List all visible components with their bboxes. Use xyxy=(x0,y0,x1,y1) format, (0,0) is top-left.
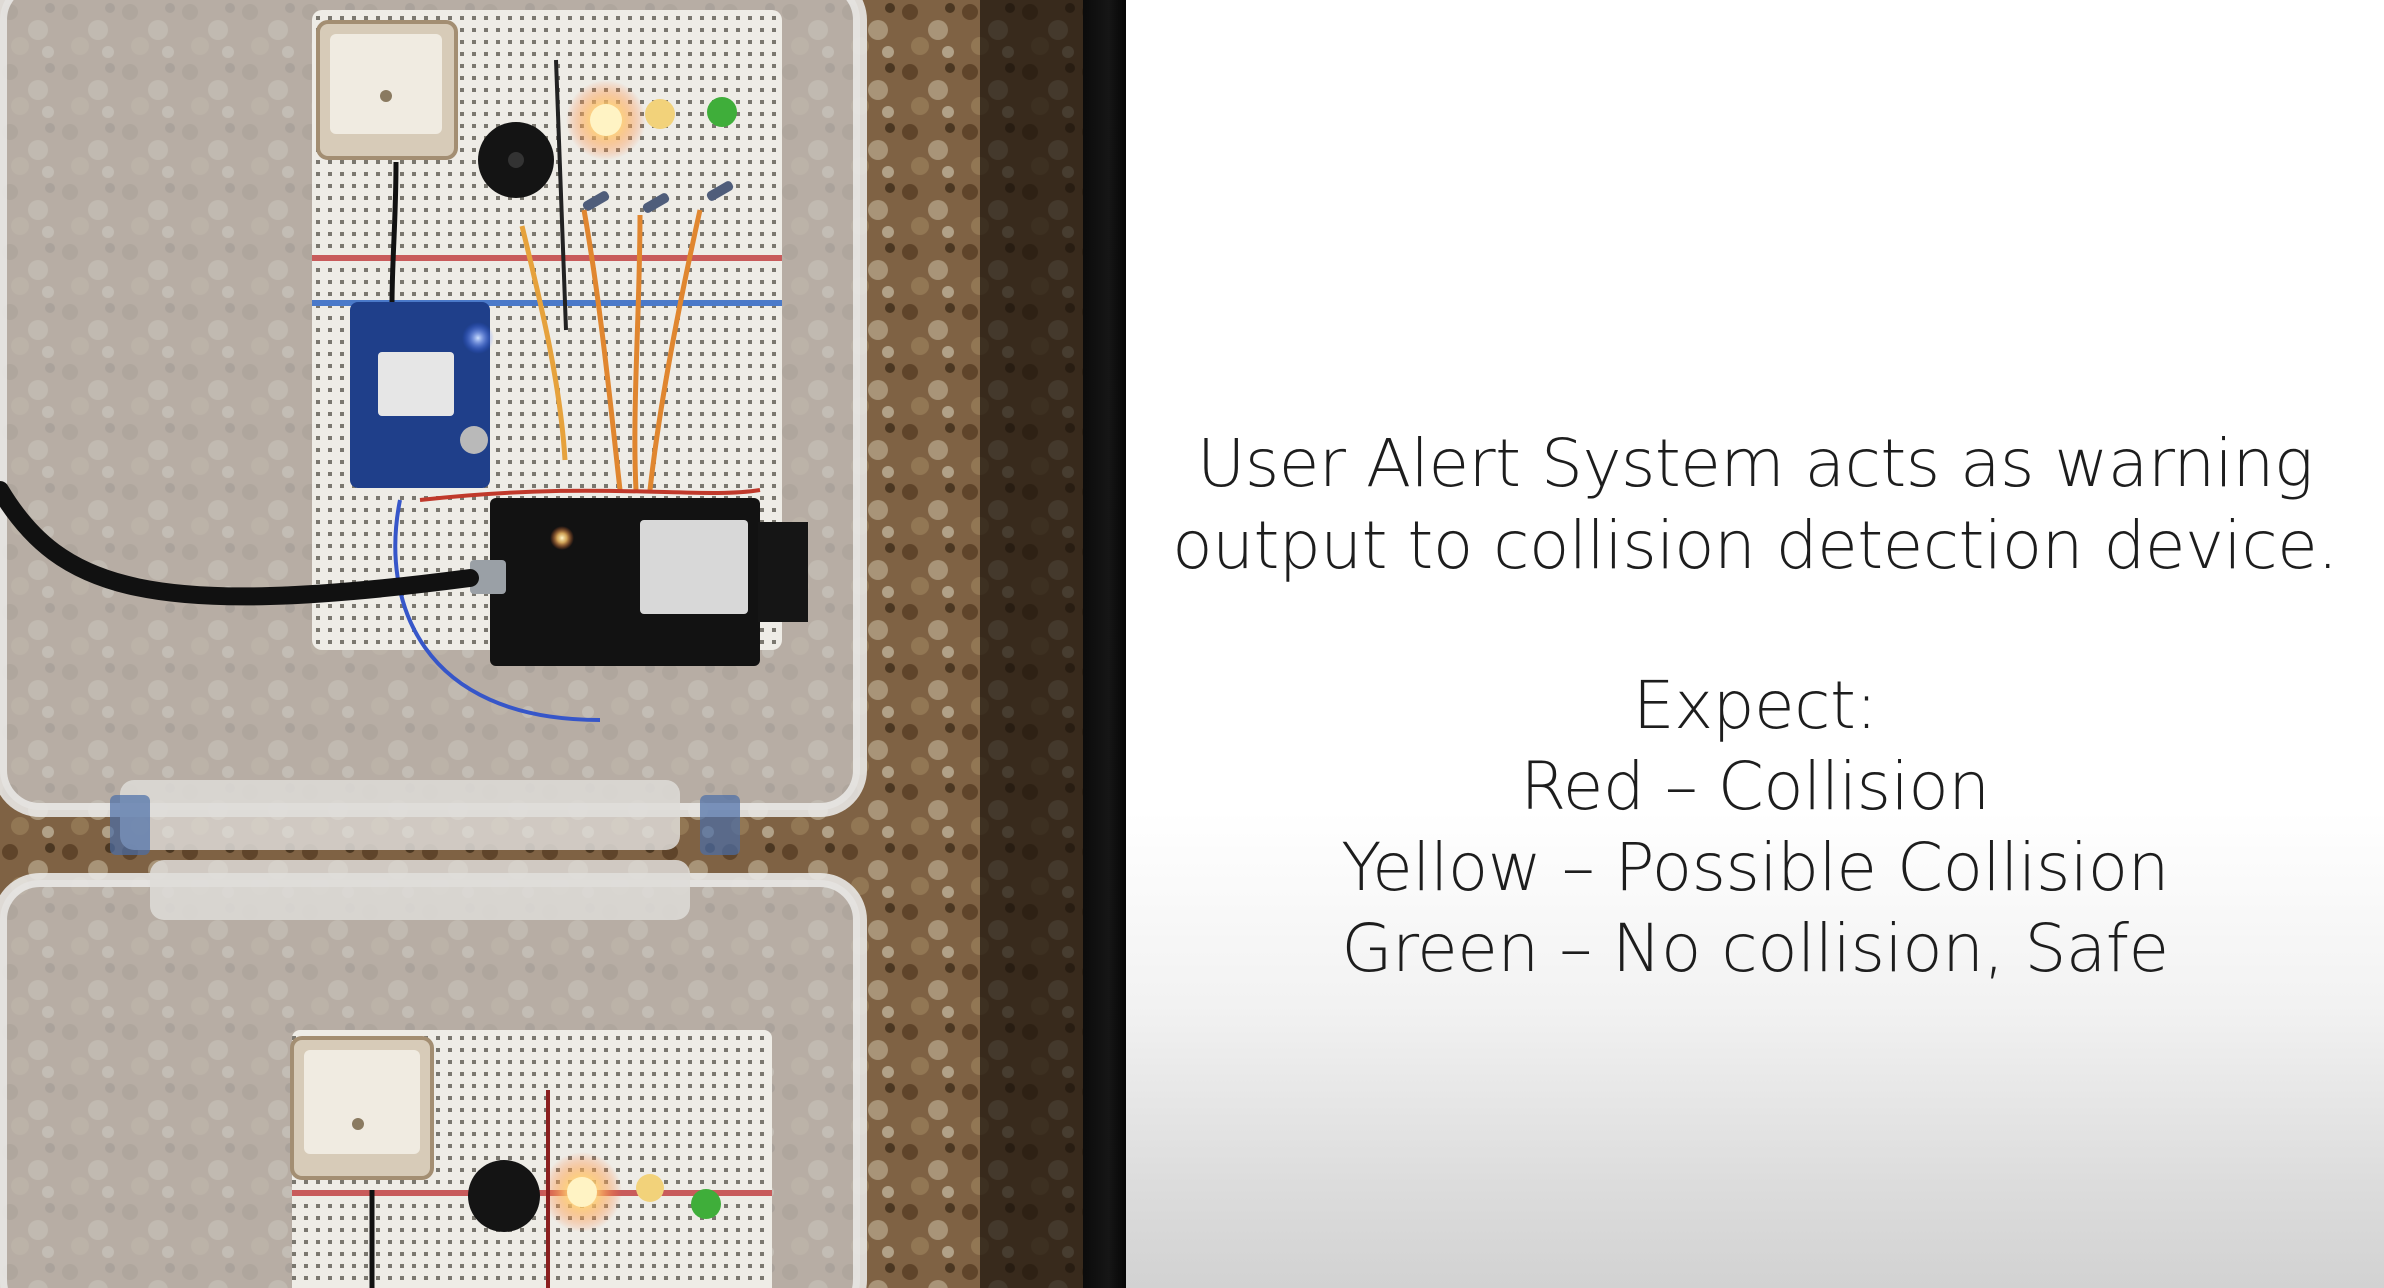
led-green-2 xyxy=(691,1189,721,1219)
panel-divider xyxy=(1083,0,1126,1288)
list-item-red: Red – Collision xyxy=(1520,748,1990,825)
top-container xyxy=(0,0,867,855)
led-yellow-2 xyxy=(636,1174,664,1202)
slide-panel: User Alert System acts as warning output… xyxy=(1126,0,2384,1288)
gps-module xyxy=(350,302,494,488)
headline-line-1: User Alert System acts as warning xyxy=(1197,425,2313,502)
expect-label: Expect: xyxy=(1632,667,1878,744)
led-yellow xyxy=(645,99,675,129)
usb-cable xyxy=(0,481,479,606)
hardware-photo xyxy=(0,0,1083,1288)
headline-line-2: output to collision detection device. xyxy=(1172,507,2338,584)
bottom-container xyxy=(0,860,867,1288)
list-item-yellow: Yellow – Possible Collision xyxy=(1341,829,2169,906)
gps-antenna xyxy=(316,20,458,160)
led-green xyxy=(707,97,737,127)
list-item-green: Green – No collision, Safe xyxy=(1341,910,2169,987)
esp32-board xyxy=(470,498,808,666)
gps-antenna-2 xyxy=(290,1036,434,1180)
buzzer-2 xyxy=(468,1160,540,1232)
